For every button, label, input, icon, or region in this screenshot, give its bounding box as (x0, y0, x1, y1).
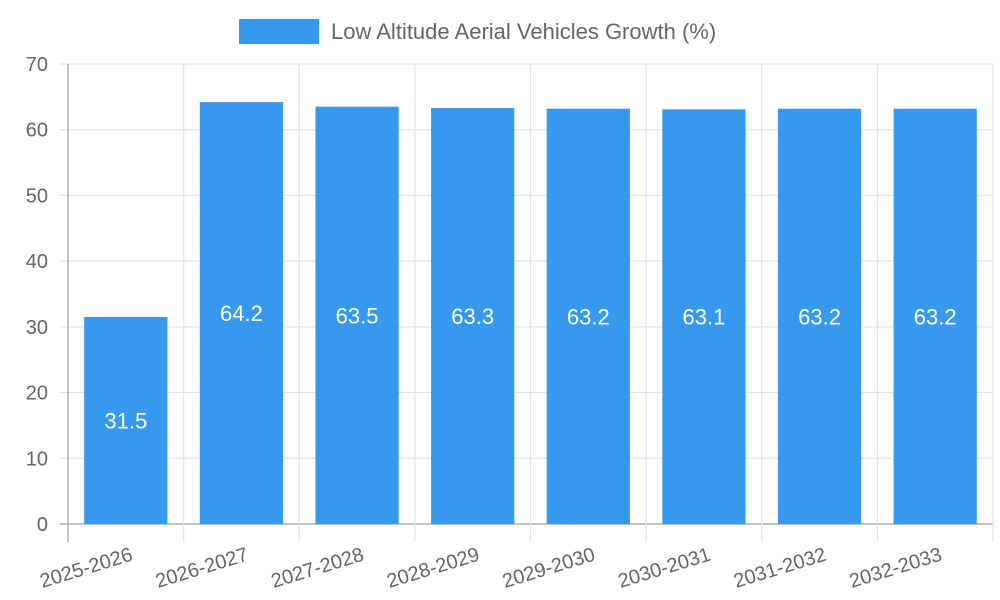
bar-value-label: 31.5 (104, 409, 147, 434)
bar[interactable] (84, 317, 168, 524)
x-tick-label: 2029-2030 (500, 544, 598, 593)
bar[interactable] (893, 108, 977, 524)
y-tick-label: 70 (26, 54, 48, 76)
y-tick-label: 30 (26, 317, 48, 339)
x-tick-label: 2028-2029 (384, 544, 482, 593)
y-tick-label: 20 (26, 383, 48, 405)
y-tick-label: 50 (26, 185, 48, 207)
chart-legend: Low Altitude Aerial Vehicles Growth (%) (0, 0, 1000, 64)
legend-label[interactable]: Low Altitude Aerial Vehicles Growth (%) (331, 19, 717, 44)
bar-value-label: 63.2 (914, 304, 957, 329)
bars-layer: 31.5 64.2 63.5 63.3 63.2 63.1 63.2 63.2 (84, 102, 977, 525)
bar[interactable] (662, 109, 746, 524)
bar-value-label: 63.3 (451, 304, 494, 329)
x-tick-label: 2026-2027 (153, 544, 251, 593)
bar[interactable] (315, 106, 399, 524)
x-tick-label: 2032-2033 (847, 544, 945, 593)
bar-value-label: 63.2 (567, 304, 610, 329)
y-tick-label: 10 (26, 448, 48, 470)
x-tick-label: 2025-2026 (37, 544, 135, 593)
bar[interactable] (199, 102, 284, 524)
legend-swatch[interactable] (239, 19, 319, 44)
bar-value-label: 64.2 (220, 301, 263, 326)
y-tick-label: 60 (26, 120, 48, 142)
bar-value-label: 63.1 (683, 305, 726, 330)
bar-value-label: 63.2 (798, 304, 841, 329)
x-tick-label: 2027-2028 (269, 544, 367, 593)
bar[interactable] (431, 108, 515, 525)
x-tick-label: 2030-2031 (615, 544, 713, 593)
bar[interactable] (546, 108, 630, 524)
x-tick-label: 2031-2032 (731, 544, 829, 593)
y-tick-label: 40 (26, 251, 48, 273)
y-tick-label: 0 (37, 514, 48, 536)
bar-value-label: 63.5 (336, 303, 379, 328)
bar[interactable] (777, 108, 862, 524)
